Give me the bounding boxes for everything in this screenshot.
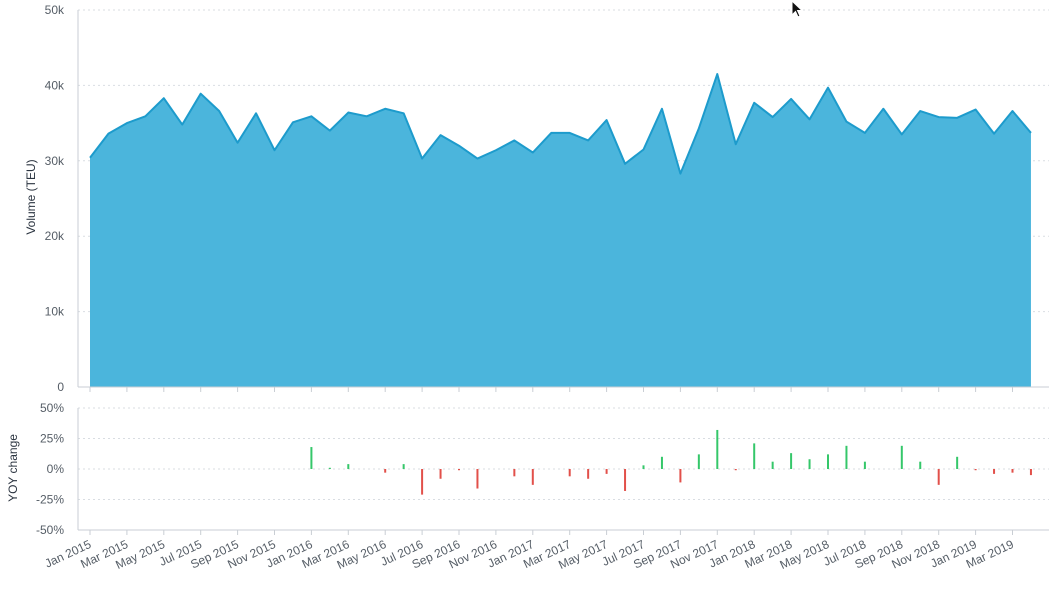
bottom-y-tick-label: -50% [36,523,64,537]
yoy-bar [845,445,848,469]
yoy-bar [753,443,756,469]
yoy-bar [568,469,571,477]
top-y-tick-label: 10k [45,305,65,319]
bottom-y-tick-label: -25% [36,493,64,507]
yoy-bar [863,461,866,469]
yoy-bar [734,469,737,471]
yoy-bar [347,464,350,469]
yoy-bar [827,454,829,469]
yoy-bar [1011,469,1014,473]
top-y-tick-label: 0 [57,380,64,394]
yoy-bar [900,445,903,469]
yoy-bar [937,469,940,485]
yoy-bar [531,469,534,485]
yoy-bar [642,465,645,469]
bottom-y-tick-label: 0% [47,462,65,476]
bottom-y-tick-labels: -50% -25% 0% 25% 50% [36,401,64,537]
axes [77,10,1049,535]
yoy-bar [771,461,774,469]
yoy-bar [956,456,959,469]
yoy-bar [919,461,922,469]
yoy-bar [328,467,331,469]
yoy-bar [439,469,442,479]
yoy-bar [476,469,479,489]
top-y-axis-title: Volume (TEU) [24,159,38,234]
yoy-bar [402,464,405,469]
yoy-bar [384,469,387,473]
top-y-tick-label: 40k [45,78,65,92]
mouse-cursor-icon [791,0,804,18]
yoy-bar [310,447,313,469]
bottom-y-axis-title: YOY change [6,434,20,502]
yoy-bar [993,469,996,474]
yoy-bar [716,429,719,469]
bottom-y-tick-label: 50% [40,401,64,415]
top-y-tick-label: 20k [45,229,65,243]
yoy-bar [624,469,627,491]
yoy-bar [679,469,682,483]
top-y-tick-labels: 0 10k 20k 30k 40k 50k [45,3,65,394]
top-y-tick-label: 50k [45,3,65,17]
yoy-bar [587,469,590,479]
volume-line [89,73,1032,175]
yoy-bar [808,459,811,469]
yoy-bar [790,453,793,469]
yoy-bar [458,469,460,471]
yoy-bar [605,469,608,474]
yoy-bar [513,469,516,477]
volume-area [90,74,1031,387]
bottom-panel-gridlines [78,407,1049,531]
yoy-bar [697,454,700,469]
yoy-bar [660,456,663,469]
bottom-y-tick-label: 25% [40,432,64,446]
top-y-tick-label: 30k [45,154,65,168]
yoy-bar [974,469,977,471]
yoy-bar [421,469,424,495]
yoy-bars [310,429,1032,495]
yoy-bar [1029,469,1032,476]
